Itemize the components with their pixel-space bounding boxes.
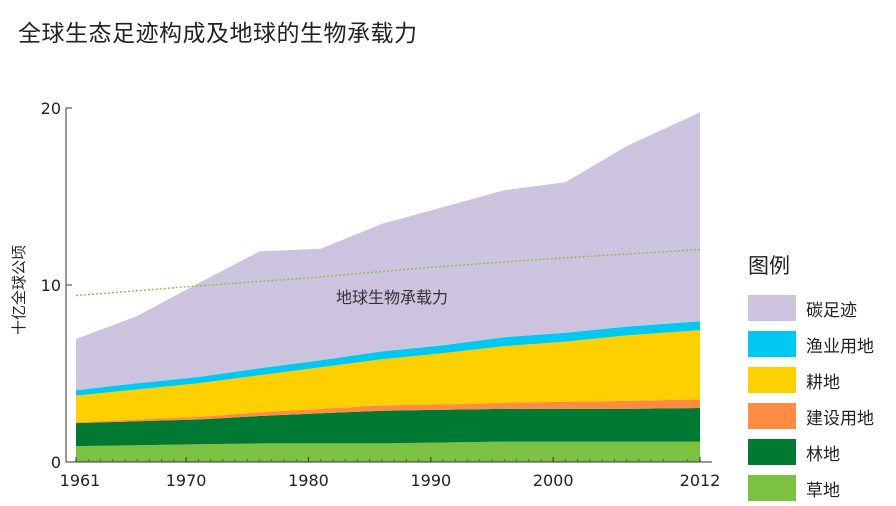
- x-tick-label: 2000: [533, 471, 574, 490]
- legend-item-grazing: 草地: [748, 470, 888, 506]
- legend-item-carbon: 碳足迹: [748, 290, 888, 326]
- legend-swatch-grazing: [748, 475, 796, 501]
- legend-swatch-built-up: [748, 403, 796, 429]
- x-tick-label: 1980: [288, 471, 329, 490]
- legend-title: 图例: [748, 250, 888, 280]
- x-tick-label: 1990: [410, 471, 451, 490]
- legend-item-cropland: 耕地: [748, 362, 888, 398]
- legend: 图例 碳足迹 渔业用地 耕地 建设用地 林地 草地: [748, 250, 888, 506]
- legend-swatch-cropland: [748, 367, 796, 393]
- x-tick-label: 1970: [166, 471, 207, 490]
- legend-item-built-up: 建设用地: [748, 398, 888, 434]
- legend-swatch-forest: [748, 439, 796, 465]
- y-tick-label: 20: [41, 99, 61, 118]
- legend-label: 林地: [806, 440, 840, 465]
- legend-label: 碳足迹: [806, 296, 857, 321]
- y-tick-label: 0: [51, 453, 61, 472]
- x-tick-label: 1961: [60, 471, 101, 490]
- y-axis-label: 十亿全球公顷: [10, 245, 28, 335]
- legend-label: 建设用地: [806, 404, 874, 429]
- legend-label: 耕地: [806, 368, 840, 393]
- legend-swatch-fishing: [748, 331, 796, 357]
- legend-item-fishing: 渔业用地: [748, 326, 888, 362]
- biocapacity-label: 地球生物承载力: [336, 288, 448, 307]
- legend-item-forest: 林地: [748, 434, 888, 470]
- x-tick-label: 2012: [680, 471, 721, 490]
- y-tick-label: 10: [41, 276, 61, 295]
- legend-label: 草地: [806, 476, 840, 501]
- legend-label: 渔业用地: [806, 332, 874, 357]
- legend-swatch-carbon: [748, 295, 796, 321]
